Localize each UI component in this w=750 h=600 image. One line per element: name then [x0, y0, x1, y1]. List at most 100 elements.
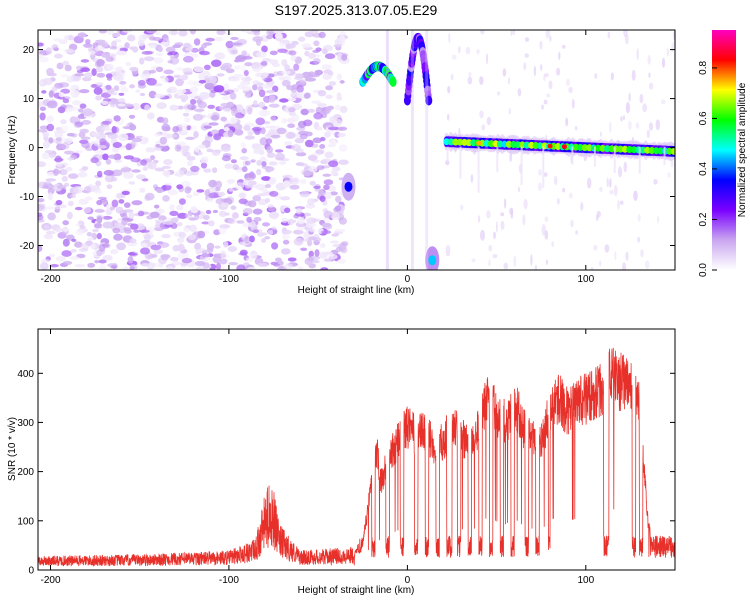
- noise-speck: [208, 179, 218, 188]
- noise-speck: [335, 195, 342, 203]
- noise-speck: [609, 121, 612, 133]
- noise-speck: [150, 211, 160, 219]
- noise-speck: [240, 110, 248, 115]
- noise-speck: [91, 68, 97, 76]
- noise-speck: [181, 74, 189, 81]
- noise-speck: [197, 101, 207, 109]
- noise-speck: [151, 253, 158, 258]
- noise-speck: [496, 91, 501, 96]
- noise-speck: [83, 186, 92, 194]
- noise-speck: [154, 132, 162, 137]
- noise-speck: [231, 108, 237, 116]
- noise-speck: [337, 258, 347, 264]
- noise-speck: [177, 252, 189, 260]
- noise-speck: [323, 258, 332, 262]
- noise-speck: [72, 100, 82, 106]
- noise-speck: [93, 223, 103, 229]
- noise-speck: [165, 266, 175, 270]
- noise-speck: [96, 82, 104, 86]
- noise-speck: [281, 80, 291, 87]
- noise-speck: [553, 175, 558, 186]
- carrier-peak: [657, 147, 664, 155]
- noise-speck: [210, 114, 220, 121]
- noise-speck: [303, 119, 313, 127]
- noise-speck: [79, 168, 87, 172]
- noise-speck: [154, 227, 164, 232]
- noise-speck: [287, 117, 297, 124]
- noise-speck: [205, 37, 215, 42]
- noise-speck: [281, 117, 288, 124]
- noise-speck: [176, 204, 184, 211]
- noise-speck: [316, 165, 325, 171]
- noise-speck: [128, 211, 135, 219]
- noise-speck: [87, 216, 94, 220]
- noise-speck: [213, 133, 222, 141]
- noise-speck: [185, 136, 196, 140]
- noise-speck: [279, 98, 289, 103]
- noise-speck: [281, 230, 291, 234]
- noise-speck: [633, 190, 638, 201]
- carrier-peak: [479, 139, 486, 147]
- noise-speck: [262, 83, 273, 89]
- noise-speck: [258, 232, 268, 236]
- noise-speck: [331, 167, 337, 175]
- noise-speck: [204, 82, 215, 89]
- noise-speck: [155, 66, 164, 73]
- noise-speck: [220, 202, 230, 207]
- carrier-peak: [510, 141, 517, 148]
- noise-speck: [565, 117, 569, 127]
- noise-speck: [164, 182, 173, 186]
- noise-speck: [544, 230, 549, 240]
- noise-speck: [241, 30, 249, 33]
- noise-speck: [317, 103, 327, 107]
- noise-speck: [113, 85, 120, 92]
- noise-speck: [241, 76, 253, 82]
- noise-speck: [622, 262, 627, 270]
- noise-speck: [220, 258, 228, 264]
- noise-speck: [154, 93, 165, 99]
- noise-speck: [154, 204, 160, 209]
- noise-speck: [287, 218, 295, 226]
- noise-speck: [264, 125, 276, 129]
- noise-speck: [116, 50, 127, 56]
- noise-speck: [80, 243, 90, 251]
- noise-speck: [243, 69, 249, 77]
- carrier-tail: [446, 146, 449, 161]
- noise-speck: [495, 221, 498, 233]
- noise-speck: [510, 207, 514, 219]
- spectrogram-frame: [37, 29, 676, 271]
- noise-speck: [140, 247, 150, 255]
- noise-speck: [74, 264, 86, 268]
- noise-speck: [509, 151, 513, 163]
- noise-speck: [142, 33, 148, 40]
- noise-speck: [208, 192, 219, 199]
- noise-speck: [128, 181, 136, 185]
- noise-speck: [313, 58, 321, 65]
- noise-speck: [317, 90, 327, 97]
- noise-speck: [288, 178, 300, 185]
- noise-speck: [48, 137, 54, 144]
- noise-speck: [39, 262, 49, 270]
- noise-speck: [314, 249, 320, 257]
- noise-speck: [110, 249, 119, 255]
- carrier-peak: [554, 143, 562, 150]
- noise-speck: [188, 217, 197, 221]
- noise-speck: [338, 159, 349, 165]
- noise-speck: [268, 211, 280, 219]
- noise-speck: [666, 47, 669, 57]
- noise-speck: [67, 200, 74, 207]
- noise-speck: [206, 198, 214, 203]
- noise-speck: [102, 153, 109, 161]
- noise-speck: [538, 169, 543, 176]
- noise-speck: [478, 215, 481, 223]
- noise-speck: [620, 116, 623, 122]
- noise-speck: [129, 84, 136, 89]
- noise-speck: [205, 209, 212, 215]
- snr-y-tick-label: 200: [17, 467, 34, 478]
- noise-speck: [84, 72, 93, 79]
- noise-speck: [162, 117, 169, 125]
- noise-speck: [523, 198, 528, 210]
- noise-speck: [248, 180, 257, 186]
- noise-speck: [153, 57, 164, 64]
